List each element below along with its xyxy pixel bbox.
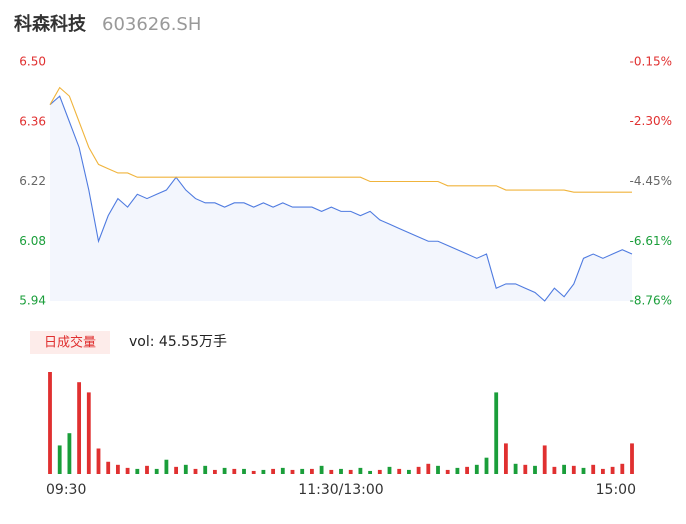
volume-bar	[533, 465, 537, 474]
volume-bar	[86, 392, 91, 474]
average-line	[49, 86, 632, 193]
volume-bar	[193, 468, 198, 474]
volume-bar	[552, 466, 557, 474]
volume-bar	[329, 469, 334, 474]
volume-bar	[309, 468, 314, 474]
y2-tick-label: -4.45%	[630, 174, 672, 188]
volume-bar	[203, 465, 208, 474]
volume-bar	[183, 464, 188, 474]
volume-bar	[164, 459, 169, 474]
price-line	[49, 95, 633, 302]
volume-bar	[339, 468, 343, 474]
volume-bar	[290, 469, 295, 474]
volume-annotation: vol: 45.55万手	[129, 334, 227, 350]
volume-bar	[523, 464, 528, 474]
y-tick-label: 6.08	[19, 234, 46, 248]
volume-bar	[212, 469, 217, 474]
x-tick-label: 11:30/13:00	[298, 482, 383, 498]
y-tick-label: 5.94	[19, 294, 46, 308]
y2-tick-label: -0.15%	[630, 55, 672, 69]
volume-bar	[455, 467, 460, 474]
stock-name: 科森科技	[14, 13, 87, 35]
volume-bar	[571, 465, 576, 474]
volume-bar	[174, 466, 179, 474]
volume-bar	[96, 448, 101, 474]
y-tick-label: 6.22	[19, 174, 46, 188]
volume-bar	[387, 466, 392, 474]
volume-bar	[358, 467, 363, 474]
volume-bar	[242, 468, 246, 474]
volume-bar	[319, 465, 324, 474]
volume-bar	[426, 463, 431, 474]
volume-bar	[300, 468, 305, 474]
volume-bar	[562, 464, 567, 474]
y-tick-label: 6.50	[19, 55, 46, 69]
volume-bar	[222, 467, 227, 474]
y2-tick-label: -6.61%	[630, 234, 672, 248]
volume-bar	[106, 461, 111, 474]
volume-bar	[600, 468, 605, 474]
volume-bar	[474, 464, 479, 474]
volume-bar	[57, 445, 62, 474]
volume-bar	[445, 469, 450, 474]
volume-bar	[261, 469, 266, 474]
volume-bar	[125, 467, 130, 474]
price-area	[50, 96, 632, 302]
volume-bar	[513, 463, 518, 474]
volume-bar	[67, 433, 72, 474]
volume-bar	[406, 469, 411, 474]
volume-bar	[154, 468, 159, 474]
volume-bar	[620, 463, 625, 474]
volume-bar	[135, 468, 140, 474]
volume-bar	[591, 464, 596, 474]
volume-bar	[416, 466, 421, 474]
volume-bar	[145, 465, 149, 474]
volume-bar	[542, 445, 547, 474]
volume-bar	[581, 467, 586, 474]
volume-bar	[348, 469, 353, 474]
volume-title: 日成交量	[44, 335, 96, 351]
volume-bar	[610, 466, 615, 474]
volume-bar	[377, 469, 382, 474]
volume-bar	[271, 468, 276, 474]
volume-bar	[397, 468, 402, 474]
volume-bar	[465, 466, 470, 474]
volume-bar	[232, 468, 237, 474]
volume-bar	[436, 465, 440, 474]
y2-tick-label: -2.30%	[630, 114, 672, 128]
volume-bar	[77, 382, 82, 474]
volume-bar	[484, 457, 489, 474]
volume-bar	[251, 470, 256, 474]
volume-bar	[115, 464, 120, 474]
stock-code: 603626.SH	[102, 14, 201, 35]
volume-bar	[48, 372, 52, 474]
volume-bar	[368, 470, 373, 474]
volume-bar	[494, 392, 499, 474]
y-tick-label: 6.36	[19, 114, 46, 128]
volume-bar	[503, 443, 508, 474]
volume-badge	[30, 331, 110, 354]
y2-tick-label: -8.76%	[630, 294, 672, 308]
volume-bar	[630, 443, 634, 474]
volume-bar	[280, 467, 285, 474]
x-tick-label: 15:00	[596, 482, 636, 498]
x-tick-label: 09:30	[46, 482, 86, 498]
